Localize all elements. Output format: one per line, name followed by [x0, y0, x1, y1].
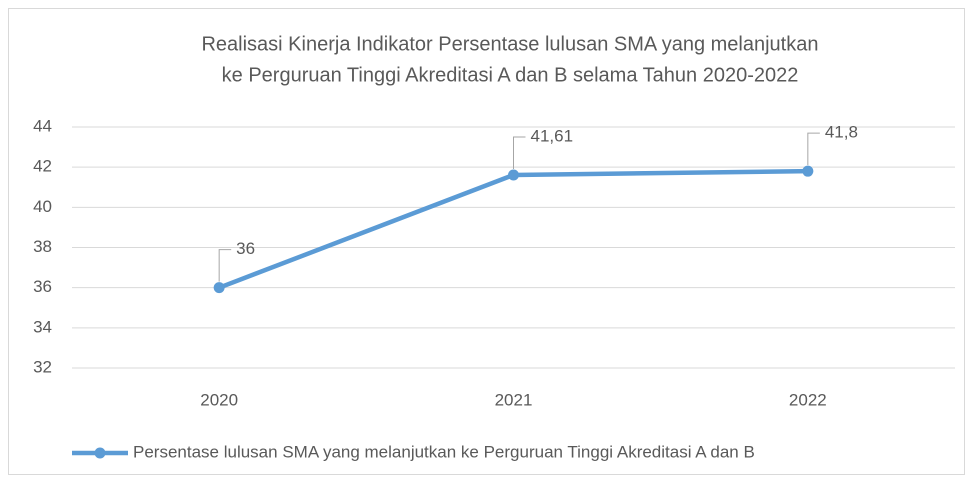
y-tick-label: 36 — [33, 277, 52, 296]
leader-line — [513, 136, 526, 169]
legend-label: Persentase lulusan SMA yang melanjutkan … — [133, 442, 755, 461]
data-label: 36 — [236, 239, 255, 258]
chart-frame — [8, 8, 965, 475]
y-tick-label: 34 — [33, 317, 52, 336]
chart-title: ke Perguruan Tinggi Akreditasi A dan B s… — [222, 64, 799, 86]
y-tick-label: 40 — [33, 197, 52, 216]
x-tick-label: 2022 — [789, 390, 827, 409]
data-point — [508, 169, 519, 181]
y-tick-label: 32 — [33, 357, 52, 376]
legend-marker — [94, 447, 106, 459]
data-label: 41,8 — [825, 123, 858, 142]
y-tick-label: 38 — [33, 237, 52, 256]
data-point — [802, 165, 814, 177]
x-tick-label: 2021 — [495, 390, 533, 409]
y-tick-label: 44 — [33, 116, 52, 135]
leader-line — [807, 132, 820, 166]
data-label: 41,61 — [531, 126, 574, 145]
y-tick-label: 42 — [33, 157, 52, 176]
data-point — [213, 282, 225, 294]
leader-line — [218, 249, 232, 282]
x-tick-label: 2020 — [200, 390, 238, 409]
chart-title: Realisasi Kinerja Indikator Persentase l… — [201, 33, 818, 55]
